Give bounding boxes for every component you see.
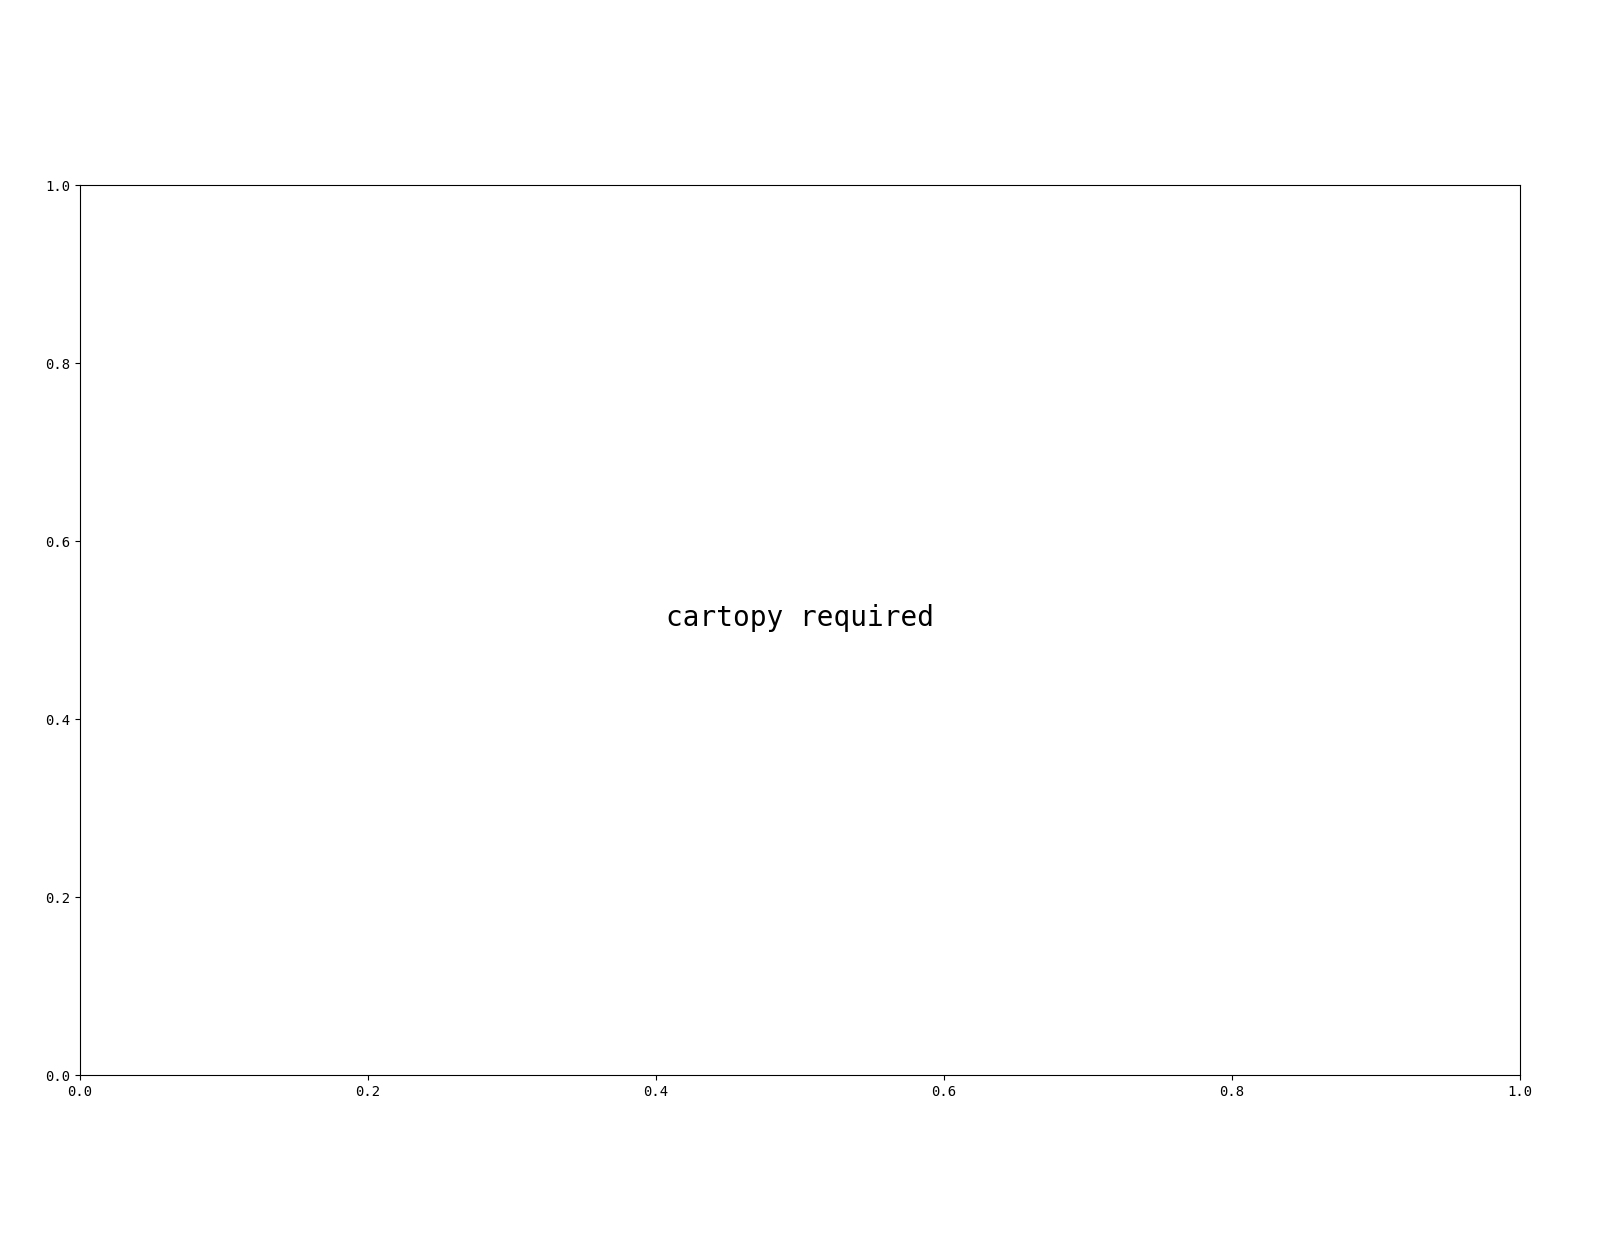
Text: cartopy required: cartopy required [666,604,934,632]
